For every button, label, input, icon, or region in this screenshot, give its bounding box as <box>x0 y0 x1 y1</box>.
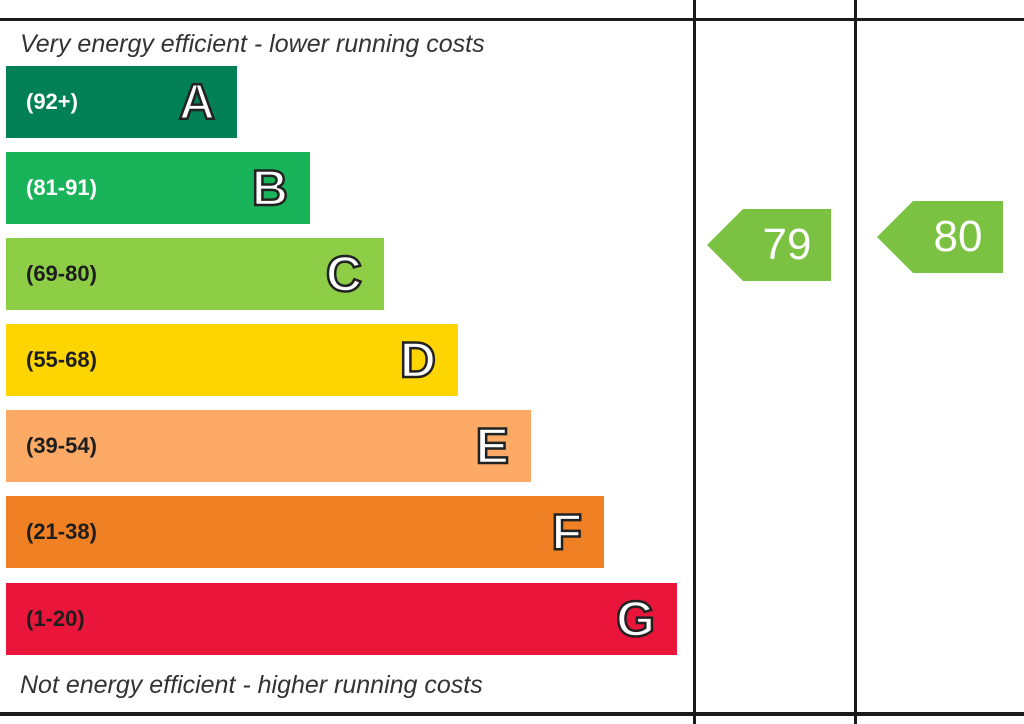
band-e: (39-54) E <box>6 410 531 482</box>
band-a-letter: A <box>178 73 217 132</box>
band-g: (1-20) G <box>6 583 677 655</box>
band-a-range: (92+) <box>26 89 78 114</box>
band-g-range: (1-20) <box>26 606 85 631</box>
potential-rating-arrow: 80 <box>877 201 1003 273</box>
top-caption: Very energy efficient - lower running co… <box>20 30 485 58</box>
band-b-range: (81-91) <box>26 175 97 200</box>
band-f-letter: F <box>550 503 583 562</box>
band-g-letter: G <box>615 590 656 649</box>
band-d-range: (55-68) <box>26 347 97 372</box>
bottom-border <box>0 712 1024 716</box>
divider-right <box>854 0 857 724</box>
band-b-letter: B <box>251 159 290 218</box>
band-d: (55-68) D <box>6 324 458 396</box>
current-rating-value: 79 <box>762 220 812 269</box>
band-c-letter: C <box>325 245 364 304</box>
band-c: (69-80) C <box>6 238 384 310</box>
top-border <box>0 18 1024 21</box>
band-b: (81-91) B <box>6 152 310 224</box>
band-e-letter: E <box>474 417 510 476</box>
current-rating-arrow: 79 <box>707 209 831 281</box>
band-a: (92+) A <box>6 66 237 138</box>
divider-left <box>693 0 696 724</box>
band-e-range: (39-54) <box>26 433 97 458</box>
band-c-range: (69-80) <box>26 261 97 286</box>
band-f: (21-38) F <box>6 496 604 568</box>
band-f-range: (21-38) <box>26 519 97 544</box>
band-d-letter: D <box>399 331 438 390</box>
bottom-caption: Not energy efficient - higher running co… <box>20 671 483 699</box>
potential-rating-value: 80 <box>933 212 983 261</box>
